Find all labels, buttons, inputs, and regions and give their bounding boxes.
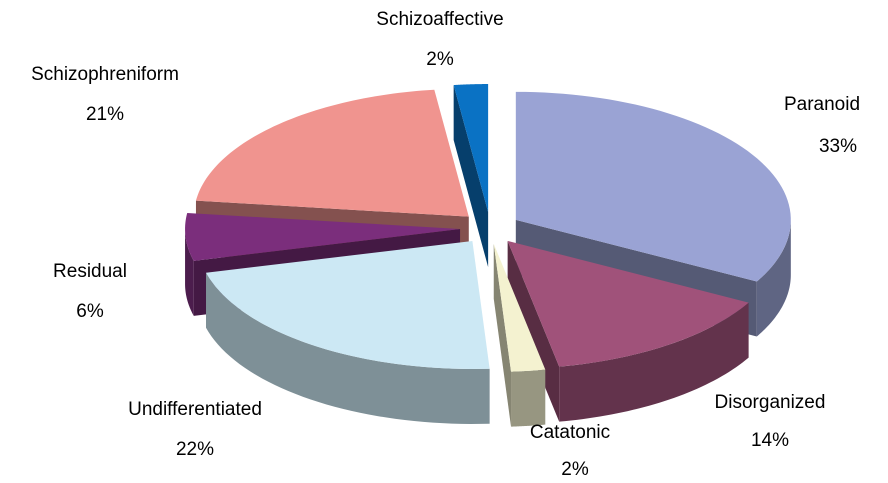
slice-label: Undifferentiated <box>128 399 262 420</box>
slice-value-label: 2% <box>561 459 589 480</box>
slice <box>507 240 749 422</box>
slice-label: Residual <box>53 261 127 282</box>
slice-wall <box>756 219 791 337</box>
slice-value-label: 33% <box>819 136 857 157</box>
slice-wall <box>185 229 194 316</box>
slice-top <box>493 243 546 372</box>
slice-value-label: 22% <box>176 439 214 460</box>
slice <box>206 240 490 424</box>
slice-side <box>453 85 489 268</box>
slice-wall <box>206 272 490 424</box>
slice-wall <box>511 369 546 427</box>
slice <box>493 243 546 427</box>
slice-label: Disorganized <box>715 392 826 413</box>
slice-value-label: 2% <box>426 49 454 70</box>
slice-top <box>195 89 469 217</box>
slice-side <box>493 243 512 427</box>
slice-label: Catatonic <box>530 422 610 443</box>
slice-label: Paranoid <box>784 94 860 115</box>
slice-label: Schizophreniform <box>31 64 179 85</box>
slice-top <box>453 84 489 213</box>
slice-top <box>515 91 791 282</box>
slice-top <box>206 240 490 369</box>
slice-top <box>185 212 461 261</box>
slice-value-label: 21% <box>86 104 124 125</box>
slice-value-label: 14% <box>751 430 789 451</box>
slice-value-label: 6% <box>76 301 104 322</box>
slice-side <box>507 240 560 422</box>
slice-wall <box>559 302 749 422</box>
slice <box>453 84 489 268</box>
slice-label: Schizoaffective <box>376 9 503 30</box>
slice-top <box>507 240 749 367</box>
